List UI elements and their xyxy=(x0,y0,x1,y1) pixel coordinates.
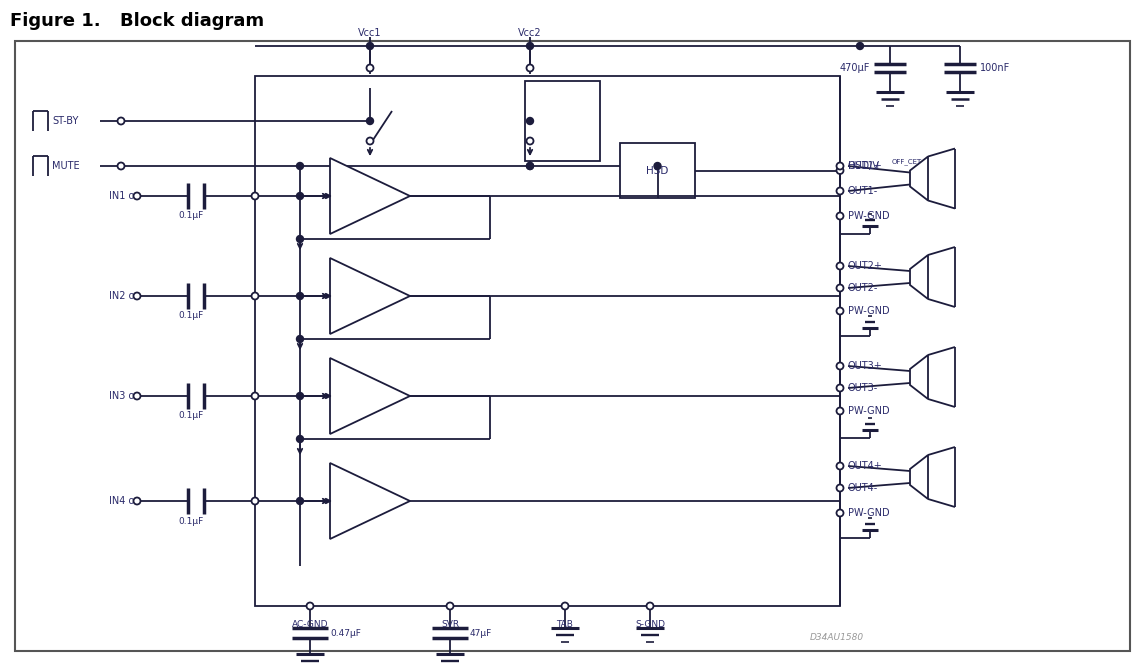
Circle shape xyxy=(526,117,534,125)
Circle shape xyxy=(837,484,843,492)
Text: IN1 o: IN1 o xyxy=(109,191,134,201)
Text: 0.47μF: 0.47μF xyxy=(330,629,361,637)
Text: PW-GND: PW-GND xyxy=(848,406,889,416)
Circle shape xyxy=(367,65,374,71)
Text: D34AU1580: D34AU1580 xyxy=(810,633,864,643)
Circle shape xyxy=(251,292,259,300)
Text: PW-GND: PW-GND xyxy=(848,306,889,316)
Bar xyxy=(620,143,694,198)
Circle shape xyxy=(133,498,141,505)
Text: OUT2-: OUT2- xyxy=(848,283,878,293)
Text: OUT4+: OUT4+ xyxy=(848,461,882,471)
Text: HSD/V: HSD/V xyxy=(848,161,879,172)
Circle shape xyxy=(297,192,304,200)
Text: Figure 1.: Figure 1. xyxy=(10,12,101,30)
Polygon shape xyxy=(330,463,410,539)
Circle shape xyxy=(837,308,843,314)
Circle shape xyxy=(526,163,534,170)
Text: S-GND: S-GND xyxy=(635,620,665,629)
Text: SVR: SVR xyxy=(441,620,460,629)
Polygon shape xyxy=(330,258,410,334)
Circle shape xyxy=(837,167,843,174)
Text: PW-GND: PW-GND xyxy=(848,508,889,518)
Polygon shape xyxy=(910,255,928,299)
Circle shape xyxy=(646,603,653,609)
Circle shape xyxy=(526,43,534,49)
Text: 0.1μF: 0.1μF xyxy=(179,312,204,320)
Text: OFF_CET: OFF_CET xyxy=(892,158,923,165)
Circle shape xyxy=(837,509,843,517)
Polygon shape xyxy=(330,158,410,234)
Circle shape xyxy=(837,188,843,194)
Text: IN3 o: IN3 o xyxy=(109,391,134,401)
Text: IN4 o: IN4 o xyxy=(109,496,134,506)
Circle shape xyxy=(367,137,374,145)
Text: 470μF: 470μF xyxy=(840,63,870,73)
Circle shape xyxy=(297,498,304,505)
Circle shape xyxy=(837,384,843,392)
Circle shape xyxy=(133,192,141,200)
Circle shape xyxy=(297,392,304,400)
Text: AC-GND: AC-GND xyxy=(292,620,328,629)
Text: OUT1-: OUT1- xyxy=(848,186,878,196)
Circle shape xyxy=(251,498,259,505)
Circle shape xyxy=(526,65,534,71)
Text: 0.1μF: 0.1μF xyxy=(179,212,204,220)
Circle shape xyxy=(251,392,259,400)
Circle shape xyxy=(837,262,843,270)
Circle shape xyxy=(367,43,374,49)
Text: OUT3-: OUT3- xyxy=(848,383,878,393)
Polygon shape xyxy=(330,358,410,434)
Text: Block diagram: Block diagram xyxy=(120,12,264,30)
Text: OUT4-: OUT4- xyxy=(848,483,878,493)
Circle shape xyxy=(837,362,843,370)
Circle shape xyxy=(133,292,141,300)
Circle shape xyxy=(251,192,259,200)
Circle shape xyxy=(118,163,125,170)
Circle shape xyxy=(297,163,304,170)
Text: 100nF: 100nF xyxy=(980,63,1011,73)
Polygon shape xyxy=(910,157,928,200)
Text: HSD: HSD xyxy=(646,165,668,176)
Bar xyxy=(256,76,840,606)
Circle shape xyxy=(297,336,304,342)
Circle shape xyxy=(297,236,304,242)
Text: ST-BY: ST-BY xyxy=(52,116,78,126)
Text: Vcc1: Vcc1 xyxy=(359,28,382,38)
Circle shape xyxy=(562,603,568,609)
Circle shape xyxy=(526,163,534,170)
Circle shape xyxy=(447,603,454,609)
Circle shape xyxy=(837,462,843,470)
Text: TAB: TAB xyxy=(557,620,573,629)
Circle shape xyxy=(306,603,314,609)
Text: 0.1μF: 0.1μF xyxy=(179,517,204,525)
Circle shape xyxy=(367,117,374,125)
Circle shape xyxy=(654,163,661,170)
Circle shape xyxy=(856,43,863,49)
Circle shape xyxy=(118,117,125,125)
Text: PW-GND: PW-GND xyxy=(848,211,889,221)
Circle shape xyxy=(837,212,843,220)
Polygon shape xyxy=(910,355,928,399)
Text: OUT3+: OUT3+ xyxy=(848,361,882,371)
Text: 47μF: 47μF xyxy=(470,629,493,637)
Text: OUT2+: OUT2+ xyxy=(848,261,882,271)
Text: 0.1μF: 0.1μF xyxy=(179,412,204,420)
Circle shape xyxy=(837,408,843,414)
Circle shape xyxy=(837,163,843,170)
Bar xyxy=(525,81,601,161)
Text: IN2 o: IN2 o xyxy=(109,291,134,301)
Circle shape xyxy=(526,137,534,145)
Polygon shape xyxy=(910,455,928,499)
Text: Vcc2: Vcc2 xyxy=(518,28,542,38)
Circle shape xyxy=(133,392,141,400)
Circle shape xyxy=(297,292,304,300)
Circle shape xyxy=(297,436,304,442)
Text: MUTE: MUTE xyxy=(52,161,79,171)
Circle shape xyxy=(837,284,843,292)
Text: OUT1+: OUT1+ xyxy=(848,161,882,171)
